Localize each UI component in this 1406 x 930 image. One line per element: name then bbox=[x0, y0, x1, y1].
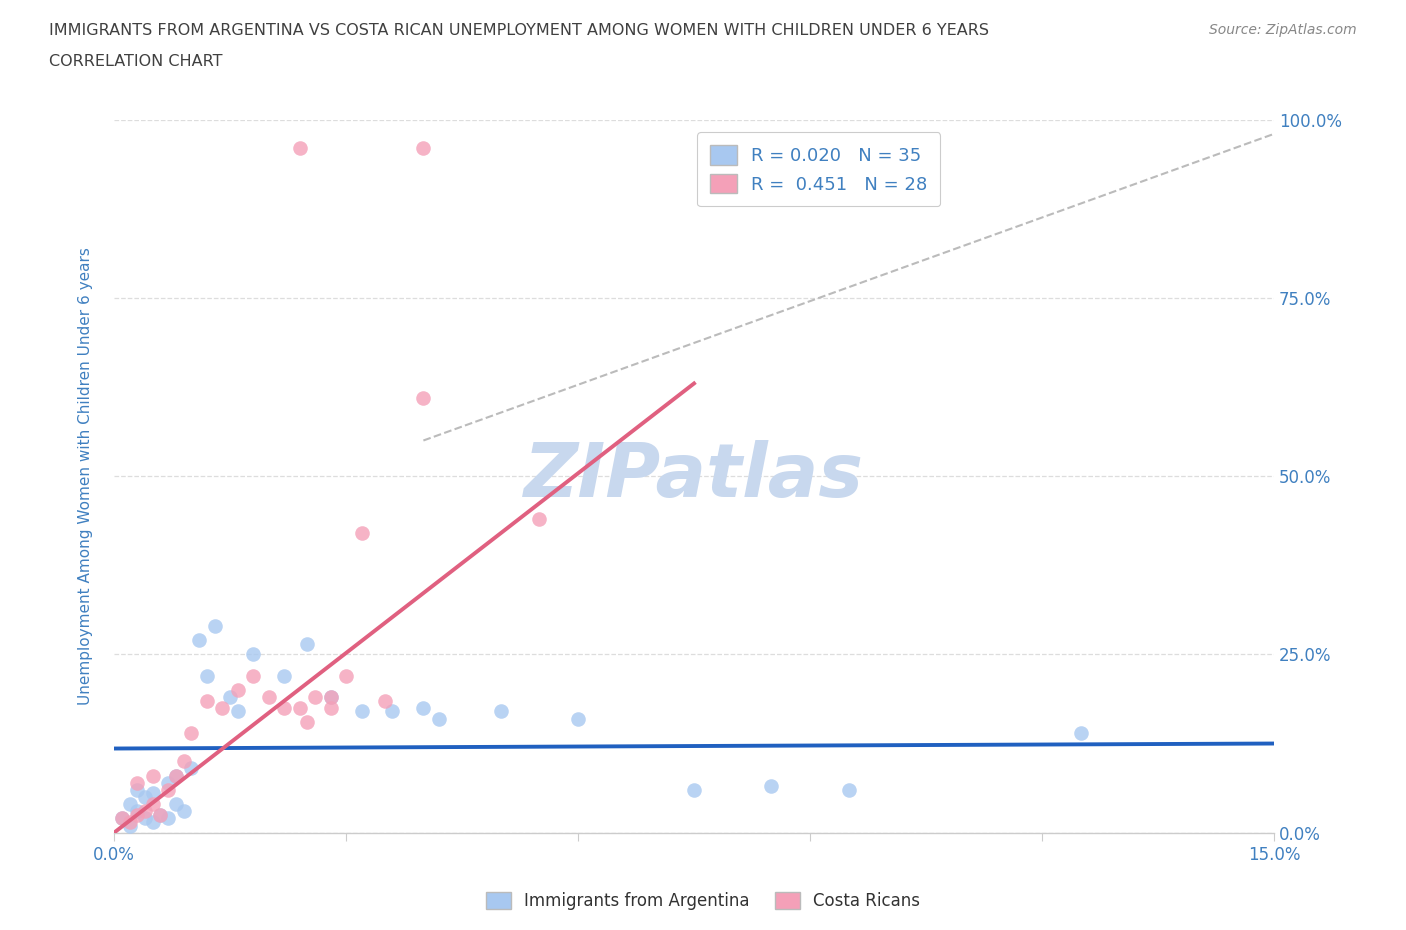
Y-axis label: Unemployment Among Women with Children Under 6 years: Unemployment Among Women with Children U… bbox=[79, 247, 93, 705]
Point bbox=[173, 804, 195, 818]
Point bbox=[127, 782, 149, 797]
Point bbox=[165, 768, 187, 783]
Point bbox=[319, 690, 342, 705]
Point bbox=[180, 761, 202, 776]
Point bbox=[134, 804, 156, 818]
Point bbox=[838, 782, 860, 797]
Point bbox=[118, 818, 141, 833]
Point bbox=[242, 669, 264, 684]
Point bbox=[304, 690, 326, 705]
Point bbox=[127, 807, 149, 822]
Point bbox=[257, 690, 280, 705]
Point bbox=[761, 778, 783, 793]
Point bbox=[127, 776, 149, 790]
Point bbox=[427, 711, 450, 726]
Point bbox=[173, 754, 195, 769]
Point bbox=[226, 704, 249, 719]
Point bbox=[350, 525, 373, 540]
Point bbox=[489, 704, 512, 719]
Point bbox=[118, 815, 141, 830]
Point bbox=[149, 807, 172, 822]
Point bbox=[335, 669, 357, 684]
Point bbox=[273, 669, 295, 684]
Point bbox=[226, 683, 249, 698]
Point bbox=[165, 797, 187, 812]
Point bbox=[127, 804, 149, 818]
Point bbox=[319, 700, 342, 715]
Point bbox=[381, 704, 404, 719]
Point bbox=[157, 782, 180, 797]
Point bbox=[374, 693, 396, 708]
Point bbox=[319, 690, 342, 705]
Legend: R = 0.020   N = 35, R =  0.451   N = 28: R = 0.020 N = 35, R = 0.451 N = 28 bbox=[697, 132, 941, 206]
Point bbox=[142, 815, 165, 830]
Point bbox=[149, 807, 172, 822]
Text: ZIPatlas: ZIPatlas bbox=[524, 440, 865, 512]
Point bbox=[134, 790, 156, 804]
Point bbox=[412, 140, 434, 155]
Point bbox=[188, 632, 211, 647]
Legend: Immigrants from Argentina, Costa Ricans: Immigrants from Argentina, Costa Ricans bbox=[479, 885, 927, 917]
Point bbox=[412, 391, 434, 405]
Point bbox=[157, 776, 180, 790]
Point bbox=[567, 711, 589, 726]
Point bbox=[529, 512, 551, 526]
Point bbox=[204, 618, 226, 633]
Point bbox=[211, 700, 233, 715]
Point bbox=[297, 636, 319, 651]
Point bbox=[350, 704, 373, 719]
Point bbox=[412, 700, 434, 715]
Text: Source: ZipAtlas.com: Source: ZipAtlas.com bbox=[1209, 23, 1357, 37]
Point bbox=[195, 669, 218, 684]
Text: CORRELATION CHART: CORRELATION CHART bbox=[49, 54, 222, 69]
Point bbox=[297, 714, 319, 729]
Point bbox=[142, 797, 165, 812]
Point bbox=[1070, 725, 1092, 740]
Point bbox=[111, 811, 134, 826]
Point bbox=[219, 690, 242, 705]
Point bbox=[180, 725, 202, 740]
Point bbox=[142, 786, 165, 801]
Point bbox=[165, 768, 187, 783]
Text: IMMIGRANTS FROM ARGENTINA VS COSTA RICAN UNEMPLOYMENT AMONG WOMEN WITH CHILDREN : IMMIGRANTS FROM ARGENTINA VS COSTA RICAN… bbox=[49, 23, 990, 38]
Point bbox=[157, 811, 180, 826]
Point bbox=[118, 797, 141, 812]
Point bbox=[683, 782, 706, 797]
Point bbox=[142, 768, 165, 783]
Point bbox=[195, 693, 218, 708]
Point bbox=[134, 811, 156, 826]
Point bbox=[288, 140, 311, 155]
Point bbox=[273, 700, 295, 715]
Point bbox=[288, 700, 311, 715]
Point bbox=[111, 811, 134, 826]
Point bbox=[242, 647, 264, 662]
